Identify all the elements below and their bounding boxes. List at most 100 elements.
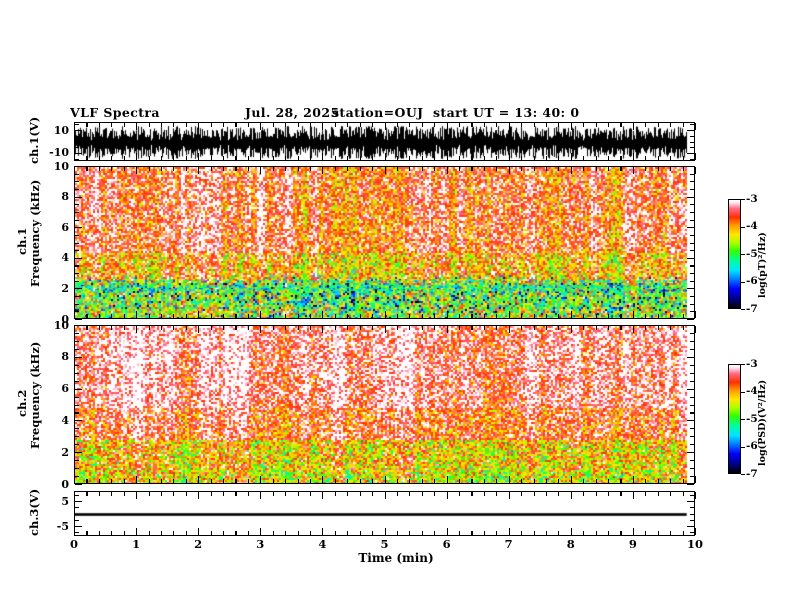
x-tick-minor <box>210 479 212 483</box>
x-tick-minor <box>682 326 684 330</box>
x-tick-minor <box>372 314 374 318</box>
x-tick-minor <box>645 156 647 160</box>
x-tick-minor <box>173 314 175 318</box>
x-tick-minor <box>198 123 200 130</box>
x-tick-minor <box>334 156 336 160</box>
y-tick <box>690 265 694 267</box>
x-tick-minor <box>297 479 299 483</box>
x-tick-minor <box>595 326 597 330</box>
y-tick <box>75 181 79 183</box>
x-tick-minor <box>347 326 349 330</box>
x-tick-minor <box>309 531 312 535</box>
x-tick-label-4: 4 <box>318 537 327 551</box>
x-tick-minor <box>136 492 138 499</box>
x-tick-minor <box>632 476 634 483</box>
x-tick-minor <box>322 326 324 333</box>
x-tick-minor <box>396 156 398 160</box>
ch3-voltage-axis-title: ch.3(V) <box>27 488 41 536</box>
y-tick-minor <box>690 519 694 521</box>
x-tick-minor <box>185 167 187 171</box>
x-tick-minor <box>508 476 510 483</box>
x-tick-minor <box>558 531 560 535</box>
y-tick <box>687 356 694 358</box>
y-tick <box>687 257 694 259</box>
x-tick-minor <box>459 123 461 127</box>
x-tick-minor <box>372 492 374 496</box>
x-tick-minor <box>198 167 200 174</box>
y-tick <box>75 296 79 298</box>
x-tick-minor <box>334 531 336 535</box>
y-tick <box>75 265 79 267</box>
x-tick-minor <box>185 531 187 535</box>
x-tick-minor <box>111 156 113 160</box>
x-axis-title: Time (min) <box>358 551 434 565</box>
x-tick-minor <box>521 492 523 496</box>
y-tick <box>75 273 79 275</box>
x-tick-minor <box>148 492 150 496</box>
x-tick-minor <box>459 326 461 330</box>
y-tick-minor <box>75 158 79 160</box>
y-tick <box>75 436 79 438</box>
x-tick-minor <box>396 123 398 127</box>
colorbar-tick <box>741 309 745 311</box>
x-tick-minor <box>347 531 349 535</box>
y-tick <box>75 250 79 252</box>
y-tick-minor <box>75 147 79 149</box>
y-tick <box>687 130 694 132</box>
x-tick-minor <box>173 492 175 496</box>
y-tick <box>690 181 694 183</box>
y-tick-label-ch2-spectrogram-0: 0 <box>61 477 69 491</box>
x-tick-minor <box>695 123 697 130</box>
ch2-spectrogram-panel <box>74 325 695 484</box>
y-tick <box>690 188 694 191</box>
y-tick <box>690 311 694 313</box>
x-tick-minor <box>421 314 423 318</box>
colorbar-tick <box>741 226 745 228</box>
x-tick-minor <box>235 123 237 127</box>
x-tick-minor <box>421 167 423 171</box>
x-tick-minor <box>285 479 287 483</box>
y-tick <box>690 173 694 175</box>
x-tick-minor <box>372 123 374 127</box>
x-tick-minor <box>160 156 163 160</box>
x-tick-minor <box>608 531 610 535</box>
x-tick-minor <box>185 479 187 483</box>
y-tick-label-ch2-spectrogram-4: 4 <box>61 413 69 427</box>
x-tick-minor <box>545 167 548 171</box>
x-tick-minor <box>570 528 572 535</box>
x-tick-minor <box>695 492 697 499</box>
x-tick-minor <box>334 123 336 127</box>
x-tick-minor <box>670 167 672 171</box>
x-tick-minor <box>657 123 659 127</box>
x-tick-minor <box>446 492 448 499</box>
x-tick-minor <box>223 123 225 127</box>
y-tick <box>75 332 79 335</box>
x-tick-minor <box>185 123 187 127</box>
x-tick-minor <box>645 167 647 171</box>
y-tick <box>690 460 694 462</box>
y-tick-minor <box>75 519 79 521</box>
station-label: station=OUJ <box>332 105 424 120</box>
y-tick <box>75 257 82 259</box>
observation-date: Jul. 28, 2025 <box>245 105 340 120</box>
x-tick-minor <box>496 326 498 330</box>
x-tick-minor <box>309 314 312 318</box>
x-tick-minor <box>409 156 411 160</box>
x-tick-minor <box>421 326 423 330</box>
x-tick-minor <box>459 492 461 496</box>
y-tick <box>690 476 694 478</box>
x-tick-minor <box>86 326 88 330</box>
x-tick-minor <box>272 326 274 330</box>
x-tick-minor <box>98 531 100 535</box>
x-tick-minor <box>608 314 610 318</box>
x-tick-minor <box>372 167 374 171</box>
x-tick-minor <box>558 326 560 330</box>
x-tick-minor <box>185 326 187 330</box>
x-tick-minor <box>123 314 125 318</box>
x-tick-minor <box>148 156 150 160</box>
x-tick-minor <box>285 156 287 160</box>
x-tick-minor <box>657 492 659 496</box>
y-tick <box>690 250 694 252</box>
y-tick <box>75 303 79 305</box>
ch1-spectrogram-panel <box>74 166 695 319</box>
